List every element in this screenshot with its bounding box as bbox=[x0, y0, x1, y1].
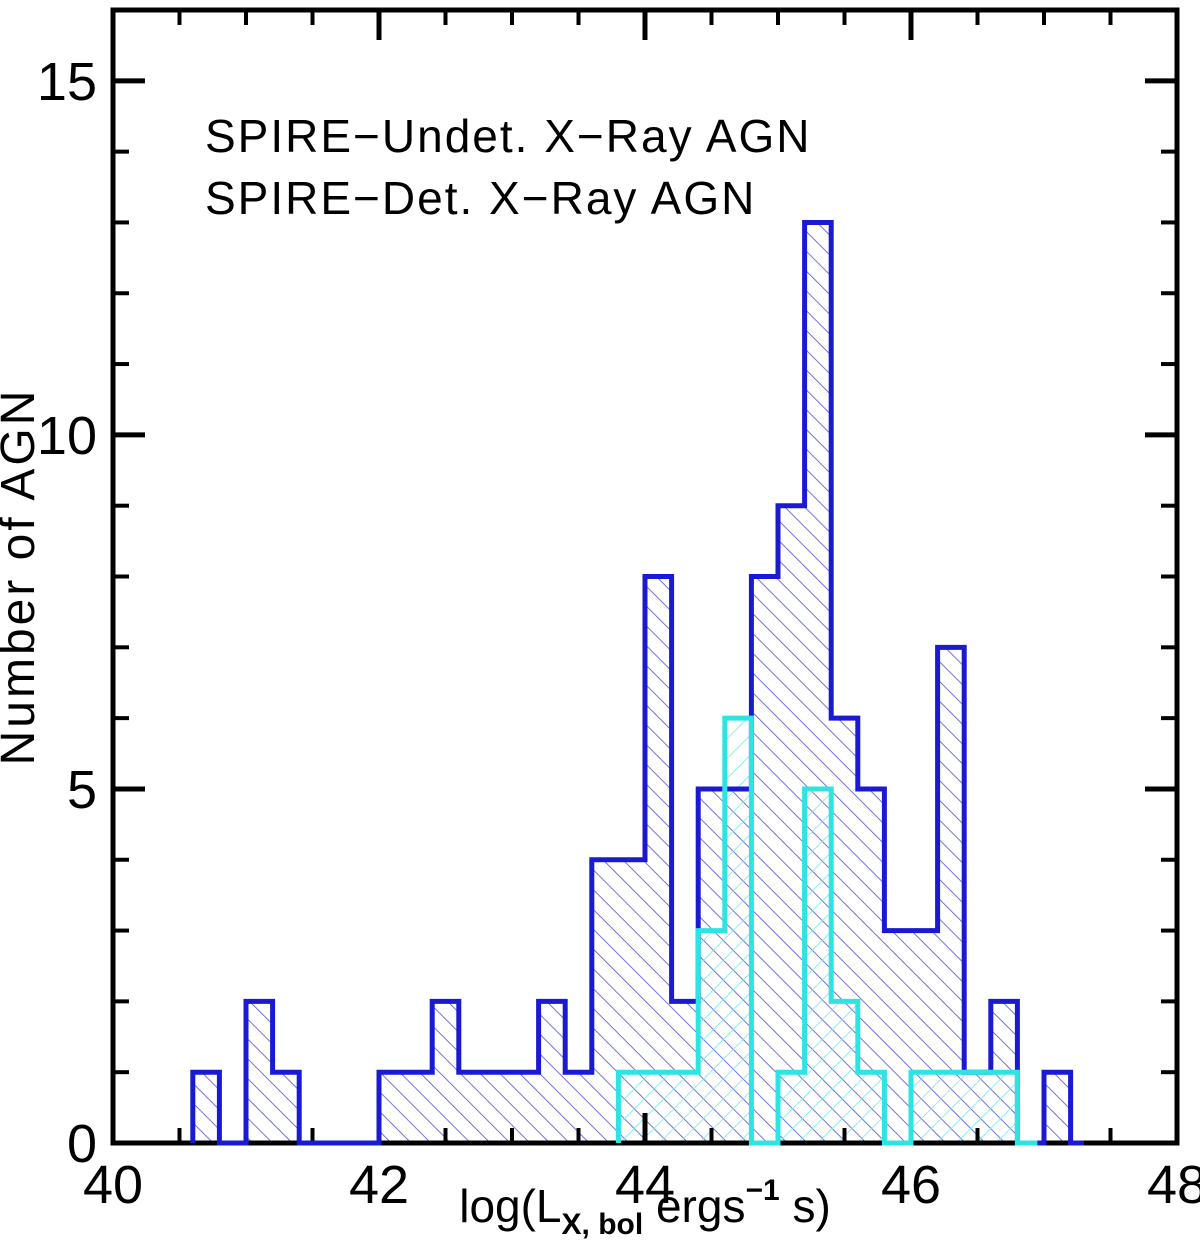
y-tick-label-10: 10 bbox=[37, 406, 97, 466]
y-axis-ticks bbox=[115, 78, 1175, 1075]
x-tick-label-48: 48 bbox=[1147, 1155, 1200, 1215]
x-tick-label-44: 44 bbox=[615, 1155, 675, 1215]
legend-label-0: SPIRE−Undet. X−Ray AGN bbox=[205, 110, 812, 162]
y-tick-label-5: 5 bbox=[67, 760, 97, 820]
series-1-hatch-fill bbox=[618, 718, 1018, 1143]
series-0-outline bbox=[190, 219, 1084, 1146]
y-tick-label-15: 15 bbox=[37, 52, 97, 112]
x-tick-label-40: 40 bbox=[83, 1155, 143, 1215]
y-axis-title: Number of AGN bbox=[0, 388, 45, 766]
x-tick-label-42: 42 bbox=[349, 1155, 409, 1215]
legend-label-1: SPIRE−Det. X−Ray AGN bbox=[205, 172, 756, 224]
series-1-outline bbox=[615, 715, 1038, 1146]
x-axis-title: log(LX, bol ergs−1 s) bbox=[459, 1174, 831, 1241]
x-tick-label-46: 46 bbox=[881, 1155, 941, 1215]
plot-frame bbox=[110, 7, 1180, 1146]
y-tick-label-0: 0 bbox=[67, 1114, 97, 1174]
series-0-hatch-fill bbox=[192, 222, 1071, 1143]
